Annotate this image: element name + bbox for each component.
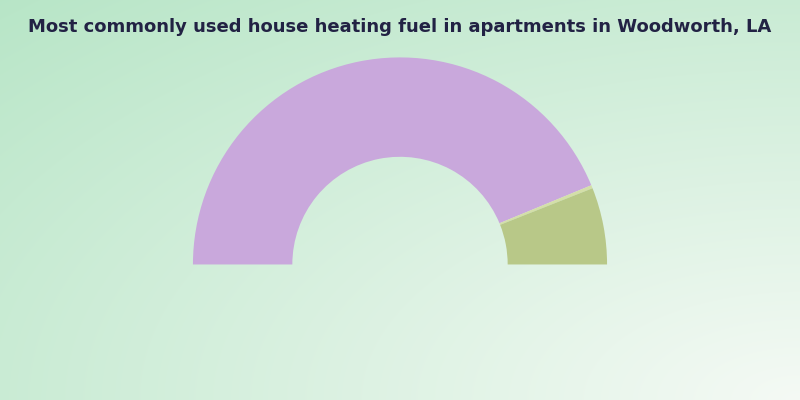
Text: Most commonly used house heating fuel in apartments in Woodworth, LA: Most commonly used house heating fuel in… [28,18,772,36]
Wedge shape [499,185,593,225]
Wedge shape [193,58,591,264]
Wedge shape [500,188,607,264]
